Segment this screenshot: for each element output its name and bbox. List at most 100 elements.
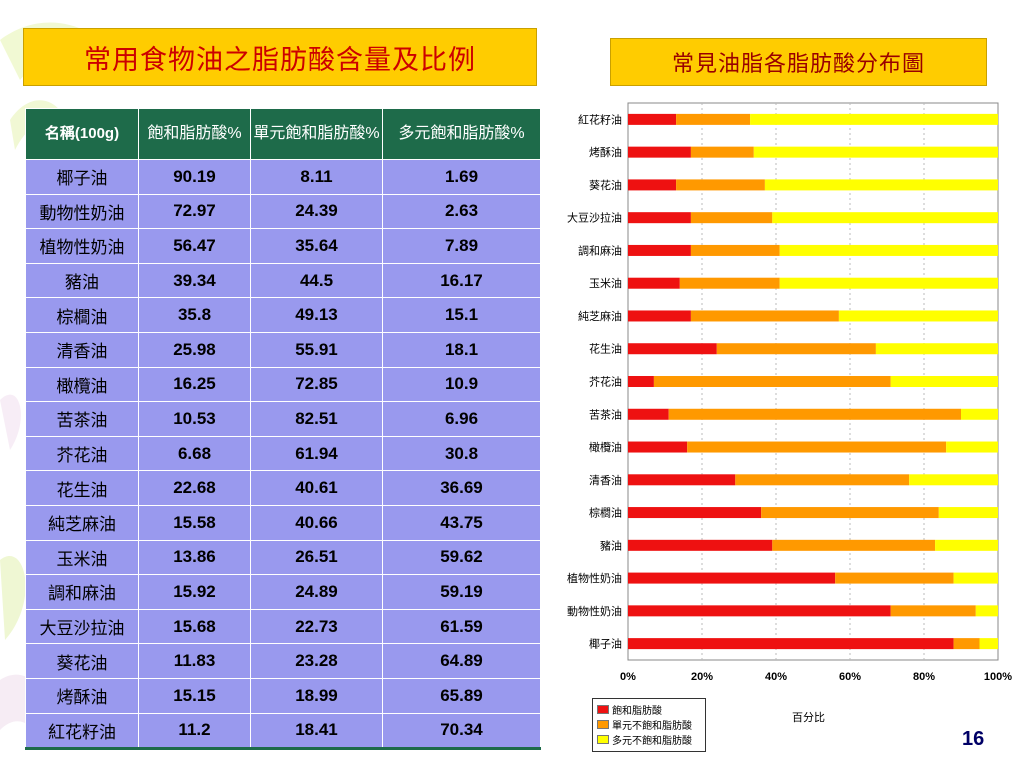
cell-sat: 35.8	[138, 297, 251, 333]
y-category-label: 芥花油	[589, 375, 622, 389]
cell-poly: 1.69	[382, 159, 541, 195]
cell-mono: 18.99	[250, 677, 383, 714]
bar-segment-mono	[690, 212, 773, 224]
table-row: 調和麻油 15.92 24.89 59.19	[25, 574, 541, 610]
header-saturated: 飽和脂肪酸%	[138, 108, 251, 160]
cell-sat: 13.86	[138, 539, 251, 576]
cell-poly: 61.59	[382, 608, 541, 645]
y-category-label: 苦茶油	[589, 407, 622, 421]
cell-mono: 55.91	[250, 331, 383, 368]
cell-name: 動物性奶油	[25, 193, 139, 230]
bar-segment-saturated	[628, 244, 691, 256]
bar-segment-poly	[946, 441, 998, 453]
cell-sat: 15.15	[138, 677, 251, 714]
legend-label-poly: 多元不飽和脂肪酸	[612, 736, 692, 747]
cell-poly: 36.69	[382, 470, 541, 506]
cell-name: 玉米油	[25, 539, 139, 576]
cell-sat: 6.68	[138, 435, 251, 472]
y-category-label: 豬油	[600, 538, 622, 552]
bar-segment-mono	[716, 343, 876, 355]
cell-sat: 22.68	[138, 470, 251, 506]
cell-name: 大豆沙拉油	[25, 608, 139, 645]
cell-poly: 65.89	[382, 677, 541, 714]
y-category-label: 橄欖油	[589, 440, 622, 454]
bar-segment-poly	[938, 507, 998, 519]
y-category-label: 紅花籽油	[578, 112, 622, 126]
cell-name: 橄欖油	[25, 366, 139, 403]
x-tick-label: 60%	[839, 671, 861, 683]
cell-name: 植物性奶油	[25, 228, 139, 264]
cell-mono: 40.61	[250, 470, 383, 506]
cell-name: 葵花油	[25, 643, 139, 679]
cell-poly: 2.63	[382, 193, 541, 230]
legend-swatch-saturated	[597, 705, 609, 714]
cell-sat: 39.34	[138, 262, 251, 299]
cell-sat: 15.92	[138, 574, 251, 610]
table-row: 動物性奶油 72.97 24.39 2.63	[25, 193, 541, 230]
cell-sat: 10.53	[138, 401, 251, 437]
bar-segment-mono	[890, 605, 976, 617]
bar-segment-poly	[935, 539, 998, 551]
legend-item-mono: 單元不飽和脂肪酸	[597, 717, 701, 732]
cell-poly: 30.8	[382, 435, 541, 472]
cell-mono: 82.51	[250, 401, 383, 437]
table-row: 烤酥油 15.15 18.99 65.89	[25, 677, 541, 714]
cell-mono: 61.94	[250, 435, 383, 472]
cell-name: 椰子油	[25, 159, 139, 195]
bar-segment-poly	[764, 179, 998, 191]
bar-segment-poly	[753, 146, 998, 158]
cell-mono: 40.66	[250, 504, 383, 541]
bar-segment-mono	[835, 572, 954, 584]
cell-sat: 15.58	[138, 504, 251, 541]
table-row: 橄欖油 16.25 72.85 10.9	[25, 366, 541, 403]
cell-poly: 15.1	[382, 297, 541, 333]
bar-segment-mono	[735, 474, 910, 486]
table-row: 清香油 25.98 55.91 18.1	[25, 331, 541, 368]
bar-segment-mono	[690, 244, 780, 256]
cell-poly: 7.89	[382, 228, 541, 264]
chart-legend: 飽和脂肪酸 單元不飽和脂肪酸 多元不飽和脂肪酸	[592, 698, 706, 752]
bar-segment-saturated	[628, 638, 954, 650]
y-category-label: 葵花油	[589, 178, 622, 192]
bar-segment-mono	[668, 408, 961, 420]
fatty-acid-table: 名稱(100g) 飽和脂肪酸% 單元飽和脂肪酸% 多元飽和脂肪酸% 椰子油 90.…	[25, 108, 541, 751]
cell-name: 清香油	[25, 331, 139, 368]
bar-segment-mono	[690, 146, 754, 158]
cell-poly: 70.34	[382, 712, 541, 751]
cell-name: 豬油	[25, 262, 139, 299]
chart-svg: 0% 20% 40% 60% 80% 100% 紅花籽油烤酥油葵花油大豆沙拉油調和麻油玉米油…	[567, 102, 1012, 683]
bar-segment-saturated	[628, 474, 736, 486]
bar-segment-saturated	[628, 343, 717, 355]
table-row: 芥花油 6.68 61.94 30.8	[25, 435, 541, 472]
x-tick-label: 100%	[984, 671, 1012, 683]
bar-segment-poly	[875, 343, 998, 355]
cell-name: 苦茶油	[25, 401, 139, 437]
table-row: 椰子油 90.19 8.11 1.69	[25, 159, 541, 195]
bar-segment-saturated	[628, 310, 691, 322]
bar-segment-poly	[975, 605, 998, 617]
x-tick-label: 20%	[691, 671, 713, 683]
bar-segment-poly	[953, 572, 998, 584]
cell-mono: 23.28	[250, 643, 383, 679]
cell-mono: 24.89	[250, 574, 383, 610]
header-poly: 多元飽和脂肪酸%	[382, 108, 541, 160]
cell-mono: 49.13	[250, 297, 383, 333]
bar-segment-poly	[909, 474, 998, 486]
bar-segment-poly	[979, 638, 998, 650]
chart-title: 常見油脂各脂肪酸分布圖	[610, 38, 987, 86]
bar-segment-mono	[676, 113, 751, 125]
bar-segment-poly	[838, 310, 998, 322]
bar-segment-saturated	[628, 539, 773, 551]
table-row: 純芝麻油 15.58 40.66 43.75	[25, 504, 541, 541]
table-row: 葵花油 11.83 23.28 64.89	[25, 643, 541, 679]
stacked-bar-chart: 0% 20% 40% 60% 80% 100% 紅花籽油 烤酥油 葵花油 大豆沙拉油 調和麻油 玉米油…	[540, 95, 1024, 689]
cell-sat: 11.83	[138, 643, 251, 679]
y-category-label: 棕櫚油	[589, 506, 622, 520]
bar-segment-saturated	[628, 179, 677, 191]
table-row: 玉米油 13.86 26.51 59.62	[25, 539, 541, 576]
y-category-label: 調和麻油	[578, 243, 622, 257]
cell-name: 紅花籽油	[25, 712, 139, 751]
bar-segment-saturated	[628, 212, 691, 224]
cell-name: 調和麻油	[25, 574, 139, 610]
x-axis-title: 百分比	[792, 712, 825, 724]
